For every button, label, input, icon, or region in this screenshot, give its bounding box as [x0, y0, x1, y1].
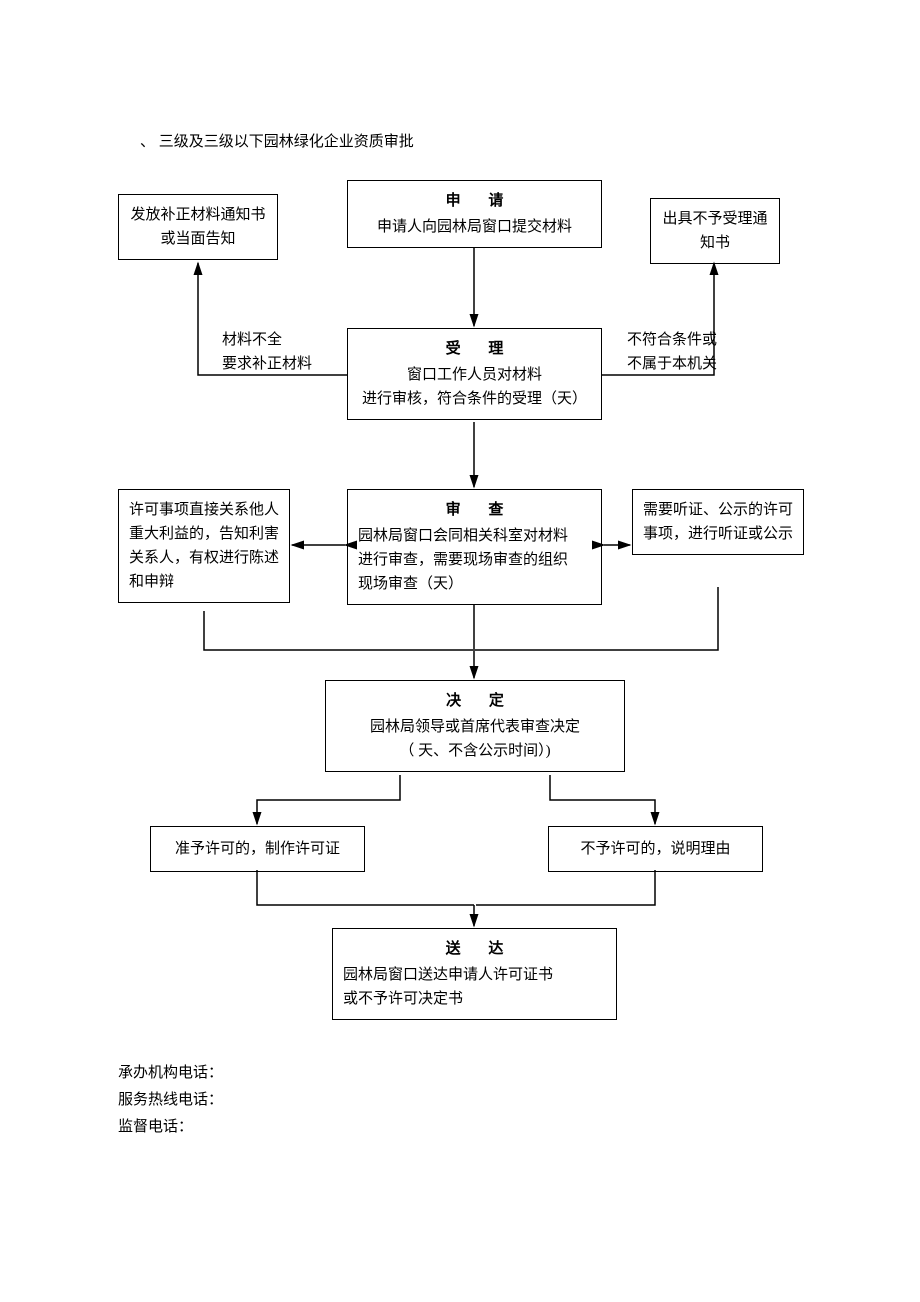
- node-decide-title: 决 定: [336, 689, 614, 713]
- node-deliver-b2: 或不予许可决定书: [343, 987, 606, 1011]
- edge-incomplete-l2: 要求补正材料: [222, 352, 312, 376]
- title-text: 三级及三级以下园林绿化企业资质审批: [159, 134, 414, 150]
- footer-l1: 承办机构电话：: [118, 1060, 223, 1087]
- node-reject-body: 出具不予受理通知书: [661, 207, 769, 255]
- node-review-title: 审 查: [358, 498, 591, 522]
- node-reject-notice: 出具不予受理通知书: [650, 198, 780, 264]
- footer: 承办机构电话： 服务热线电话： 监督电话：: [118, 1060, 223, 1141]
- node-approve: 准予许可的，制作许可证: [150, 826, 365, 872]
- edge-label-not-qualified: 不符合条件或 不属于本机关: [627, 328, 717, 376]
- node-decide-b1: 园林局领导或首席代表审查决定: [336, 715, 614, 739]
- node-accept-body1: 窗口工作人员对材料: [358, 363, 591, 387]
- node-supplement-body: 发放补正材料通知书或当面告知: [129, 203, 267, 251]
- node-apply-title: 申 请: [358, 189, 591, 213]
- node-accept: 受 理 窗口工作人员对材料 进行审核，符合条件的受理（天）: [347, 328, 602, 420]
- footer-l2: 服务热线电话：: [118, 1087, 223, 1114]
- node-review: 审 查 园林局窗口会同相关科室对材料 进行审查，需要现场审查的组织 现场审查（天…: [347, 489, 602, 605]
- edge-nq-l2: 不属于本机关: [627, 352, 717, 376]
- node-stakeholder-body: 许可事项直接关系他人重大利益的，告知利害关系人，有权进行陈述和申辩: [129, 498, 279, 594]
- node-review-b1: 园林局窗口会同相关科室对材料: [358, 524, 591, 548]
- node-deny-body: 不予许可的，说明理由: [559, 837, 752, 861]
- node-review-b2: 进行审查，需要现场审查的组织: [358, 548, 591, 572]
- node-decide: 决 定 园林局领导或首席代表审查决定 （ 天、不含公示时间）): [325, 680, 625, 772]
- node-decide-b2: （ 天、不含公示时间）): [336, 739, 614, 763]
- node-apply-body: 申请人向园林局窗口提交材料: [358, 215, 591, 239]
- node-deny: 不予许可的，说明理由: [548, 826, 763, 872]
- node-deliver-b1: 园林局窗口送达申请人许可证书: [343, 963, 606, 987]
- node-review-b3: 现场审查（天）: [358, 572, 591, 596]
- edge-nq-l1: 不符合条件或: [627, 328, 717, 352]
- page-title: 、 三级及三级以下园林绿化企业资质审批: [140, 130, 414, 151]
- node-deliver-title: 送 达: [343, 937, 606, 961]
- node-hearing: 需要听证、公示的许可事项，进行听证或公示: [632, 489, 804, 555]
- node-approve-body: 准予许可的，制作许可证: [161, 837, 354, 861]
- title-prefix: 、: [140, 134, 155, 150]
- node-supplement: 发放补正材料通知书或当面告知: [118, 194, 278, 260]
- node-deliver: 送 达 园林局窗口送达申请人许可证书 或不予许可决定书: [332, 928, 617, 1020]
- edge-label-incomplete: 材料不全 要求补正材料: [222, 328, 312, 376]
- node-apply: 申 请 申请人向园林局窗口提交材料: [347, 180, 602, 248]
- node-accept-body2: 进行审核，符合条件的受理（天）: [358, 387, 591, 411]
- node-accept-title: 受 理: [358, 337, 591, 361]
- node-stakeholder: 许可事项直接关系他人重大利益的，告知利害关系人，有权进行陈述和申辩: [118, 489, 290, 603]
- edge-incomplete-l1: 材料不全: [222, 328, 312, 352]
- footer-l3: 监督电话：: [118, 1114, 223, 1141]
- node-hearing-body: 需要听证、公示的许可事项，进行听证或公示: [643, 498, 793, 546]
